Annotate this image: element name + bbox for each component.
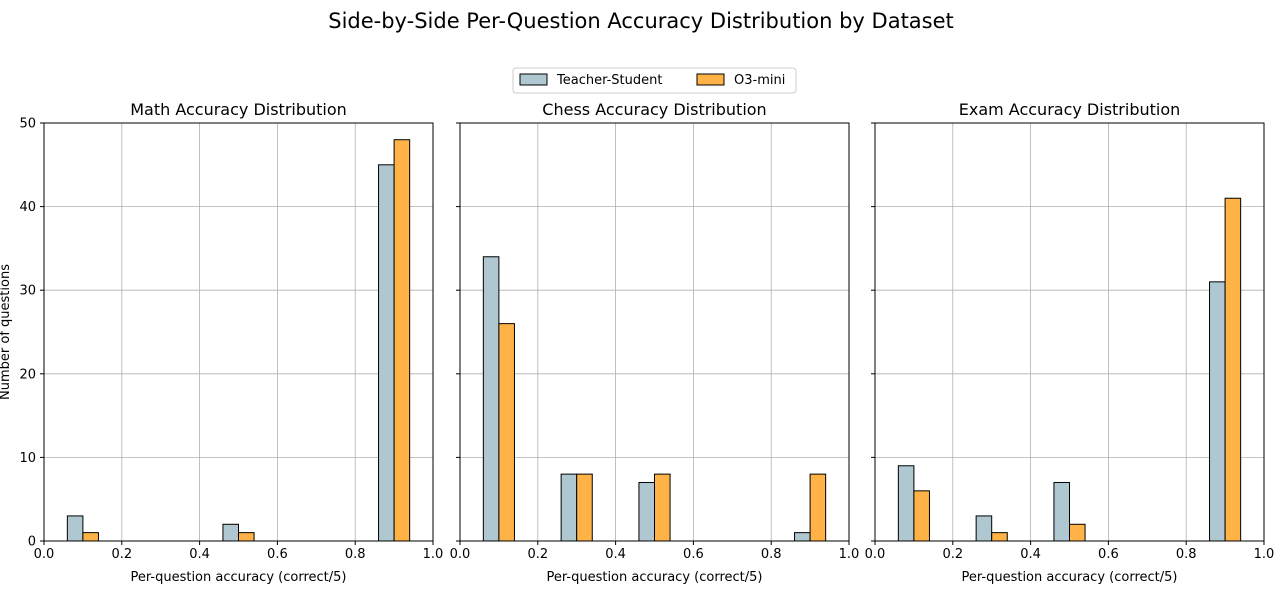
bar-o3-mini (809, 473, 827, 542)
x-tick-label: 0.2 (527, 547, 548, 562)
bar-o3-mini (1224, 197, 1242, 542)
x-tick-label: 0.8 (345, 547, 366, 562)
x-tick-label: 0.0 (34, 547, 55, 562)
legend-label-o3-mini: O3-mini (734, 73, 785, 88)
bar-teacher-student (560, 473, 578, 542)
x-tick-label: 0.4 (605, 547, 626, 562)
bar-o3-mini (576, 473, 593, 542)
x-tick-label: 0.0 (450, 547, 471, 562)
y-tick-label: 0 (28, 535, 36, 550)
x-tick-label: 0.8 (761, 547, 782, 562)
bar-o3-mini (238, 532, 255, 542)
y-tick-label: 10 (19, 451, 36, 466)
plot-frame (459, 122, 850, 542)
bar-teacher-student (975, 515, 993, 542)
x-tick-label: 0.8 (1176, 547, 1197, 562)
bar-teacher-student (222, 523, 240, 542)
bar-teacher-student (378, 164, 395, 542)
legend-swatch-o3-mini (696, 73, 725, 86)
bar-o3-mini (82, 532, 99, 542)
bar-o3-mini (498, 323, 515, 542)
bar-o3-mini (654, 473, 671, 542)
y-tick-label: 30 (19, 284, 36, 299)
x-tick-label: 1.0 (839, 547, 860, 562)
legend-frame (512, 67, 797, 94)
figure-title: Side-by-Side Per-Question Accuracy Distr… (328, 9, 954, 33)
x-axis-label: Per-question accuracy (correct/5) (131, 570, 347, 585)
bar-teacher-student (897, 465, 915, 542)
plot-frame (43, 122, 434, 542)
bar-teacher-student (638, 481, 656, 542)
plot-frame (874, 122, 1265, 542)
x-tick-label: 0.4 (189, 547, 210, 562)
x-tick-label: 0.0 (865, 547, 886, 562)
legend-label-teacher-student: Teacher-Student (556, 73, 662, 88)
bar-teacher-student (1053, 481, 1070, 542)
bar-teacher-student (66, 515, 84, 542)
x-tick-label: 0.6 (267, 547, 288, 562)
panel-title: Math Accuracy Distribution (130, 100, 347, 119)
bar-teacher-student (482, 256, 500, 542)
y-axis-label: Number of questions (0, 264, 13, 400)
x-axis-label: Per-question accuracy (correct/5) (962, 570, 1178, 585)
legend-swatch-teacher-student (519, 73, 548, 86)
x-tick-label: 0.2 (942, 547, 963, 562)
x-tick-label: 1.0 (1254, 547, 1275, 562)
y-tick-label: 50 (19, 117, 36, 132)
x-tick-label: 0.6 (1098, 547, 1119, 562)
x-tick-label: 0.4 (1020, 547, 1041, 562)
bar-o3-mini (393, 139, 411, 542)
chart-layer: Side-by-Side Per-Question Accuracy Distr… (0, 9, 1274, 585)
x-tick-label: 1.0 (423, 547, 444, 562)
panel-title: Chess Accuracy Distribution (542, 100, 766, 119)
bar-o3-mini (1069, 523, 1086, 542)
x-axis-label: Per-question accuracy (correct/5) (547, 570, 763, 585)
bar-o3-mini (913, 490, 930, 542)
x-tick-label: 0.2 (111, 547, 132, 562)
x-tick-label: 0.6 (683, 547, 704, 562)
bar-o3-mini (991, 532, 1008, 542)
y-tick-label: 20 (19, 367, 36, 382)
y-tick-label: 40 (19, 200, 36, 215)
bar-teacher-student (794, 532, 811, 542)
panel-title: Exam Accuracy Distribution (959, 100, 1181, 119)
bar-teacher-student (1209, 281, 1226, 542)
